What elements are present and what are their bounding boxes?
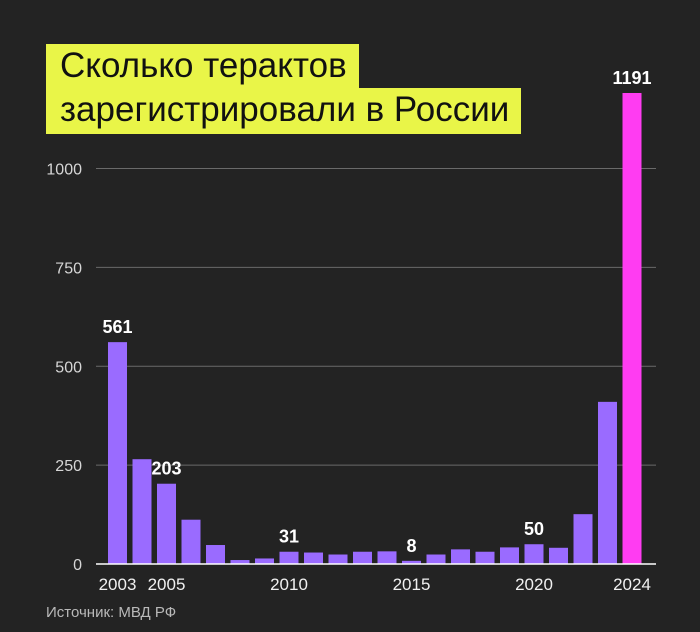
bar-2019 xyxy=(500,547,519,564)
y-tick-label: 250 xyxy=(55,458,82,475)
bar-2024 xyxy=(622,93,642,564)
data-label-2010: 31 xyxy=(279,527,299,547)
bar-2022 xyxy=(573,514,593,564)
bar-2007 xyxy=(206,545,225,564)
x-tick-label-2010: 2010 xyxy=(270,575,308,594)
bar-2021 xyxy=(549,547,568,564)
bar-2017 xyxy=(451,549,470,564)
bar-2011 xyxy=(304,552,323,564)
y-tick-label: 500 xyxy=(55,359,82,376)
bar-2020 xyxy=(524,544,544,564)
bar-2009 xyxy=(255,558,274,564)
bar-2004 xyxy=(132,459,152,564)
bar-2013 xyxy=(353,551,372,564)
bar-2008 xyxy=(230,560,250,564)
x-tick-label-2015: 2015 xyxy=(393,575,431,594)
data-label-2024: 1191 xyxy=(612,68,651,88)
data-label-2015: 8 xyxy=(406,536,416,556)
bar-2015 xyxy=(402,560,421,564)
y-tick-label: 1000 xyxy=(46,162,82,179)
data-label-2003: 561 xyxy=(102,317,132,337)
bar-2016 xyxy=(426,554,446,564)
y-tick-label: 0 xyxy=(73,557,82,574)
bar-2003 xyxy=(108,342,127,564)
bar-2012 xyxy=(328,554,348,564)
bar-2023 xyxy=(598,401,617,564)
x-tick-label-2005: 2005 xyxy=(148,575,186,594)
source-note: Источник: МВД РФ xyxy=(46,604,177,621)
bar-2005 xyxy=(157,483,176,564)
data-label-2020: 50 xyxy=(524,519,544,539)
chart-title-line-2: зарегистрировали в России xyxy=(46,88,522,134)
chart-title-line-1: Сколько терактов xyxy=(46,44,359,90)
bar-2006 xyxy=(181,519,201,564)
data-label-2005: 203 xyxy=(151,459,181,479)
bar-2010 xyxy=(279,551,299,564)
x-tick-label-2024: 2024 xyxy=(613,575,651,594)
y-tick-label: 750 xyxy=(55,260,82,277)
bar-2018 xyxy=(475,551,495,564)
x-tick-label-2003: 2003 xyxy=(99,575,137,594)
x-tick-label-2020: 2020 xyxy=(515,575,553,594)
bar-2014 xyxy=(377,551,397,564)
